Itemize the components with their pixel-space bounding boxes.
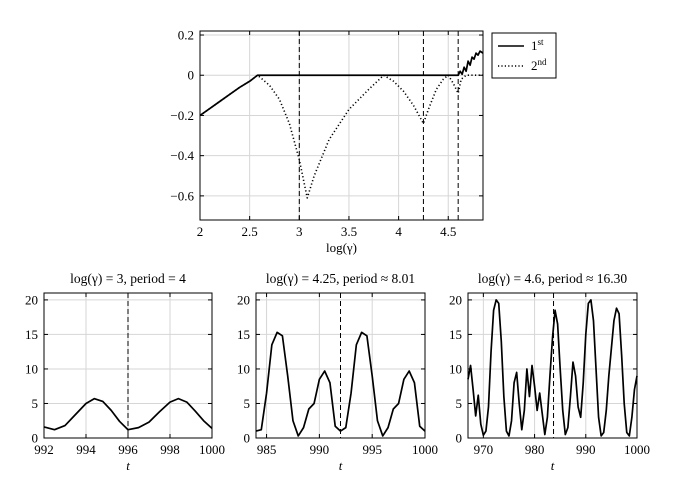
x-tick-label: 1000 bbox=[412, 442, 438, 457]
plot-frame bbox=[199, 30, 484, 221]
series-line-solution bbox=[467, 299, 638, 437]
x-tick-label: 985 bbox=[257, 442, 277, 457]
series-line-2nd bbox=[199, 74, 483, 199]
legend-box bbox=[491, 32, 557, 79]
x-tick-label: 4 bbox=[395, 224, 402, 239]
x-tick-label: 2.5 bbox=[242, 224, 258, 239]
legend-label-2nd: 2nd bbox=[531, 57, 547, 73]
y-tick-label: 0 bbox=[244, 431, 251, 446]
y-tick-label: 0 bbox=[188, 68, 195, 83]
legend: 1st 2nd bbox=[491, 32, 557, 79]
chart-title: log(γ) = 3, period = 4 bbox=[70, 271, 186, 286]
series-line-solution bbox=[43, 397, 213, 431]
bottom-chart-right: 970 980 990 1000 20 15 10 5 0 t log(γ) = 4.6, peri… bbox=[449, 271, 650, 473]
x-tick-label: 994 bbox=[76, 442, 96, 457]
y-tick-label: 0 bbox=[32, 431, 39, 446]
x-tick-label: 2 bbox=[197, 224, 204, 239]
plot-frame bbox=[467, 292, 638, 439]
x-tick-label: 998 bbox=[160, 442, 180, 457]
y-tick-label: 0.2 bbox=[178, 28, 194, 43]
bottom-chart-middle: 985 990 995 1000 20 15 10 5 0 t log(γ) = 4.25, per… bbox=[237, 271, 438, 473]
y-tick-label: −0.2 bbox=[170, 108, 194, 123]
y-tick-label: 20 bbox=[237, 292, 250, 307]
x-axis-label: t bbox=[339, 458, 343, 473]
x-tick-label: 996 bbox=[118, 442, 138, 457]
y-tick-label: 10 bbox=[237, 361, 250, 376]
x-tick-label: 970 bbox=[474, 442, 494, 457]
y-tick-label: 15 bbox=[449, 327, 462, 342]
y-tick-label: 15 bbox=[25, 327, 38, 342]
x-axis-label: t bbox=[551, 458, 555, 473]
x-tick-label: 990 bbox=[310, 442, 330, 457]
y-tick-label: 15 bbox=[237, 327, 250, 342]
y-tick-label: 0 bbox=[456, 431, 463, 446]
x-axis-label: t bbox=[126, 458, 130, 473]
x-tick-label: 990 bbox=[576, 442, 596, 457]
x-tick-label: 980 bbox=[525, 442, 545, 457]
top-chart: 2 2.5 3 3.5 4 4.5 0.2 0 −0.2 −0.4 −0.6 log(γ) bbox=[170, 28, 484, 255]
y-tick-label: 5 bbox=[456, 396, 463, 411]
bottom-chart-left: 992 994 996 998 1000 20 15 10 5 0 t log(γ) = 3, per… bbox=[25, 271, 225, 473]
x-axis-label: log(γ) bbox=[326, 240, 357, 255]
x-tick-label: 3.5 bbox=[341, 224, 357, 239]
y-tick-label: 20 bbox=[449, 292, 462, 307]
y-tick-label: 5 bbox=[244, 396, 251, 411]
x-tick-label: 4.5 bbox=[440, 224, 456, 239]
x-tick-label: 3 bbox=[296, 224, 303, 239]
y-tick-label: −0.4 bbox=[170, 148, 194, 163]
x-tick-label: 995 bbox=[362, 442, 382, 457]
x-tick-label: 1000 bbox=[199, 442, 225, 457]
y-tick-label: −0.6 bbox=[170, 188, 194, 203]
plot-frame bbox=[255, 292, 426, 439]
x-tick-label: 1000 bbox=[624, 442, 650, 457]
legend-label-1st: 1st bbox=[531, 37, 544, 53]
chart-title: log(γ) = 4.6, period ≈ 16.30 bbox=[478, 271, 627, 286]
y-tick-label: 20 bbox=[25, 292, 38, 307]
x-tick-label: 992 bbox=[34, 442, 54, 457]
y-tick-label: 10 bbox=[25, 361, 38, 376]
y-tick-label: 5 bbox=[32, 396, 39, 411]
y-tick-label: 10 bbox=[449, 361, 462, 376]
series-line-1st bbox=[199, 50, 484, 117]
series-line-solution bbox=[255, 331, 426, 437]
chart-title: log(γ) = 4.25, period ≈ 8.01 bbox=[266, 271, 415, 286]
